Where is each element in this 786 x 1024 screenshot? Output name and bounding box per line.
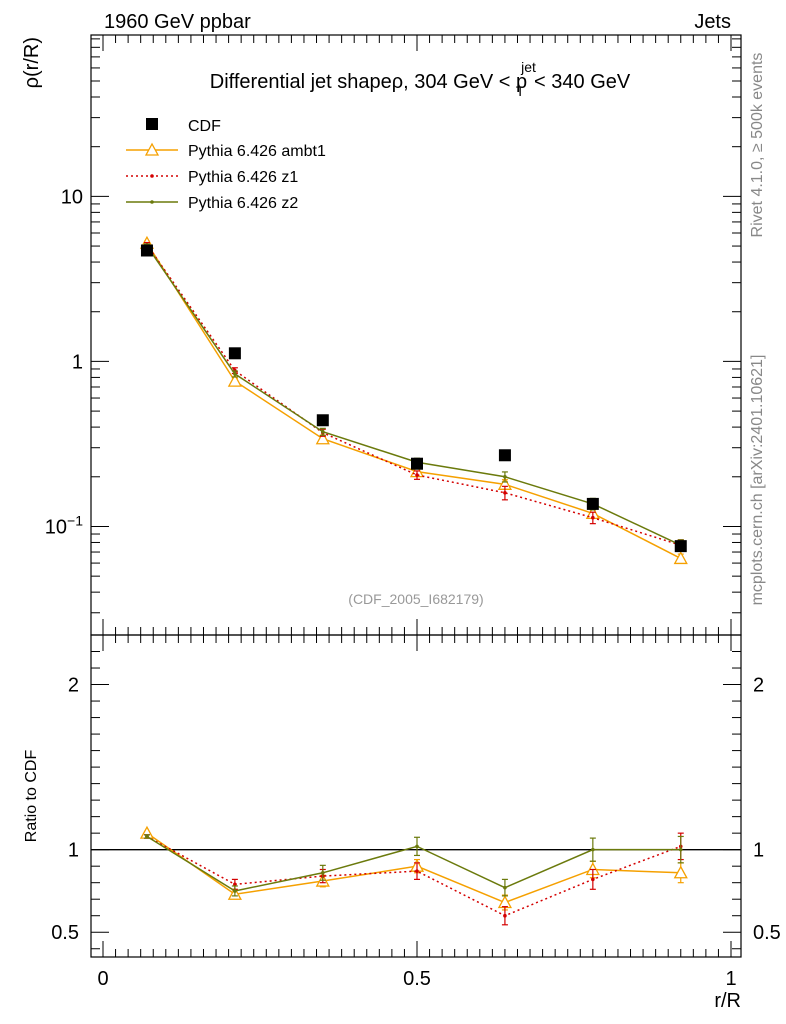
ratio-y-tick-label-left: 0.5 [51, 922, 79, 944]
ratio-y-axis-label: Ratio to CDF [23, 750, 40, 843]
ratio-point-pythia-6-426-z2 [503, 885, 507, 890]
main-series-line-pythia-6-426-z2 [146, 245, 682, 546]
ratio-series-line-pythia-6-426-z1 [146, 835, 682, 917]
main-point-pythia-6-426-z2 [503, 474, 507, 479]
main-point-cdf [674, 540, 687, 553]
main-y-tick-label: 1 [72, 351, 83, 373]
ratio-point-pythia-6-426-ambt1 [673, 865, 688, 879]
header-left-label: 1960 GeV ppbar [104, 11, 251, 33]
main-point-pythia-6-426-z2 [233, 372, 237, 376]
x-tick-label: 1 [725, 968, 736, 990]
main-point-pythia-6-426-z1 [415, 473, 419, 477]
main-y-tick-label-exp: 10−1 [45, 512, 83, 538]
ratio-point-pythia-6-426-z2 [321, 870, 325, 875]
legend-label-pythia-6-426-z1: Pythia 6.426 z1 [188, 169, 298, 186]
ratio-point-pythia-6-426-z2 [591, 847, 595, 852]
legend-label-pythia-6-426-ambt1: Pythia 6.426 ambt1 [188, 143, 326, 160]
ratio-y-tick-label-right: 0.5 [753, 922, 781, 944]
ratio-point-pythia-6-426-z1 [233, 882, 237, 887]
main-point-cdf [316, 414, 329, 427]
ratio-series-line-pythia-6-426-z2 [146, 835, 681, 892]
main-point-cdf [228, 347, 241, 360]
main-series-line-pythia-6-426-z1 [146, 244, 681, 546]
main-point-cdf [140, 244, 153, 257]
legend-label-cdf: CDF [188, 118, 221, 135]
ratio-point-pythia-6-426-z1 [503, 913, 507, 918]
chart-title: Differential jet shapeρ, 304 GeV < pjet T… [210, 59, 631, 99]
main-y-tick-label: 10 [61, 186, 83, 208]
header-right-label: Jets [694, 11, 731, 33]
main-point-pythia-6-426-z1 [591, 515, 595, 520]
ratio-plot-frame [90, 634, 742, 958]
x-axis-label: r/R [714, 990, 741, 1012]
ratio-y-tick-label-right: 1 [753, 840, 764, 862]
ratio-y-tick-label-left: 1 [68, 840, 79, 862]
main-panel: 10 1 10−1 ρ(r/R) Differential jet shapeρ, 30… [21, 34, 742, 636]
main-point-pythia-6-426-z1 [503, 490, 507, 495]
main-y-axis-label: ρ(r/R) [21, 37, 43, 88]
main-series-line-pythia-6-426-ambt1 [146, 242, 682, 560]
x-tick-label: 0 [97, 968, 108, 990]
rivet-version-label: Rivet 4.1.0, ≥ 500k events [749, 53, 766, 238]
main-point-pythia-6-426-ambt1 [227, 373, 242, 387]
main-point-pythia-6-426-z2 [321, 429, 325, 434]
ratio-point-pythia-6-426-z1 [591, 877, 595, 882]
legend-label-pythia-6-426-z2: Pythia 6.426 z2 [188, 195, 298, 212]
analysis-watermark: (CDF_2005_I682179) [348, 591, 483, 607]
legend-marker-pythia-6-426-ambt1 [144, 142, 160, 156]
main-point-cdf [498, 449, 511, 462]
ratio-point-pythia-6-426-z2 [678, 847, 683, 852]
main-point-pythia-6-426-ambt1 [673, 551, 688, 565]
ratio-point-pythia-6-426-z1 [415, 869, 419, 873]
legend-marker-pythia-6-426-z1 [150, 174, 154, 178]
legend-marker-pythia-6-426-z2 [150, 200, 154, 204]
main-point-pythia-6-426-ambt1 [315, 431, 330, 445]
main-point-cdf [586, 497, 599, 510]
legend-marker-cdf [146, 118, 158, 130]
ratio-y-tick-label-left: 2 [68, 675, 79, 697]
ratio-point-pythia-6-426-ambt1 [497, 895, 513, 909]
x-tick-label: 0.5 [403, 968, 431, 990]
ratio-y-tick-label-right: 2 [753, 675, 764, 697]
ratio-point-pythia-6-426-z2 [233, 889, 237, 893]
mcplots-credit-label: mcplots.cern.ch [arXiv:2401.10621] [749, 355, 766, 606]
ratio-point-pythia-6-426-z2 [415, 844, 419, 849]
main-point-cdf [411, 457, 423, 470]
ratio-point-pythia-6-426-z2 [145, 834, 149, 839]
